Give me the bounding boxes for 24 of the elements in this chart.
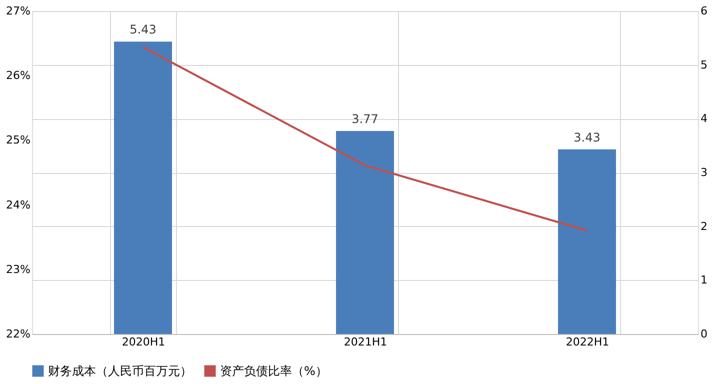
bar — [114, 42, 172, 334]
x-tick-label: 2022H1 — [566, 336, 610, 348]
y-tick-label: 22% — [6, 328, 30, 340]
y2-tick-label: 4 — [700, 112, 708, 126]
y-tick-label: 25% — [6, 134, 30, 147]
y-tick-label: 26% — [6, 69, 30, 82]
x-tick-label: 2020H1 — [122, 336, 166, 348]
y2-tick-label: 1 — [700, 274, 708, 287]
data-label: 5.43 — [130, 22, 156, 37]
bar — [558, 149, 616, 334]
legend-label: 资产负债比率（%） — [220, 364, 328, 378]
y2-tick-label: 6 — [700, 4, 708, 18]
y2-tick-label: 3 — [700, 166, 708, 179]
y2-tick-label: 2 — [700, 220, 708, 233]
y-tick-label: 24% — [6, 198, 30, 212]
y2-tick-label: 5 — [700, 58, 708, 72]
data-label: 3.77 — [352, 112, 378, 126]
x-tick-label: 2021H1 — [344, 336, 388, 348]
bar — [336, 131, 394, 334]
y2-tick-label: 0 — [700, 328, 708, 340]
legend-label: 财务成本（人民币百万元） — [48, 364, 192, 378]
data-label: 3.43 — [574, 130, 600, 144]
y-tick-label: 27% — [6, 4, 30, 18]
y-tick-label: 23% — [6, 262, 30, 276]
